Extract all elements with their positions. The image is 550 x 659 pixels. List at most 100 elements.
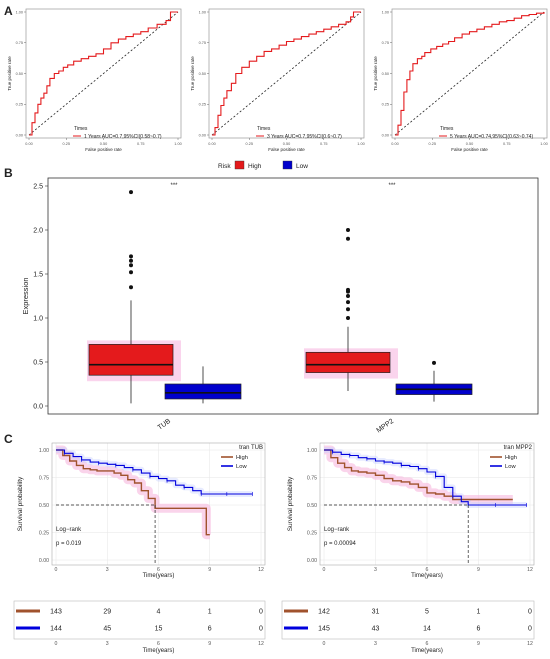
roc-curve: [395, 12, 545, 136]
roc-legend-title: Times: [440, 126, 454, 132]
box-outlier: [129, 285, 133, 290]
km-legend-title: tran TUB: [239, 445, 263, 451]
km-x-tick-label: 3: [106, 567, 109, 573]
roc-xlabel: False positive rate: [451, 147, 488, 152]
roc-y-tick-label: 0.25: [382, 103, 389, 107]
panel-label-a: A: [4, 4, 13, 18]
roc-x-tick-label: 0.75: [137, 142, 144, 146]
risk-x-tick-label: 6: [426, 641, 429, 647]
km-logrank-label: Log−rank: [56, 527, 82, 533]
box-outlier: [346, 236, 350, 241]
km-x-tick-label: 12: [527, 567, 533, 573]
risk-high-count: 4: [157, 609, 161, 616]
box-low: [164, 383, 242, 400]
box-outlier: [346, 228, 350, 232]
box-legend-swatch-low: [282, 160, 293, 170]
km-y-tick-label: 0.25: [307, 531, 317, 537]
km-x-tick-label: 9: [208, 567, 211, 573]
roc-x-tick-label: 0.00: [208, 142, 215, 146]
risk-high-count: 1: [477, 609, 481, 616]
roc-chart-3: 0.00 0.25 0.50 0.75 1.00 0.00 0.25 0.50 0.75 1.00…: [373, 8, 548, 152]
roc-y-tick-label: 0.50: [16, 72, 23, 76]
risk-low-count: 43: [372, 626, 380, 633]
roc-diagonal: [28, 11, 179, 136]
risk-low-count: 6: [208, 626, 212, 633]
km-y-tick-label: 0.00: [307, 558, 317, 564]
km-xlabel: Time(years): [411, 573, 443, 579]
km-panel: 0.00 0.25 0.50 0.75 1.00 0 3 6 9 12 Time(years) Sur…: [13, 442, 535, 654]
box-outlier: [346, 300, 350, 305]
risk-high-count: 142: [318, 609, 330, 616]
roc-x-tick-label: 0.50: [466, 142, 473, 146]
risk-low-count: 6: [477, 626, 481, 633]
panel-label-b: B: [4, 166, 13, 180]
risk-xlabel: Time(years): [143, 648, 175, 654]
box-outlier: [129, 270, 133, 275]
roc-legend-title: Times: [74, 126, 88, 132]
roc-y-tick-label: 0.50: [199, 72, 206, 76]
km-high-ci: [56, 445, 211, 540]
roc-ylabel: True positive rate: [190, 56, 195, 91]
roc-y-tick-label: 0.25: [199, 103, 206, 107]
km-legend-high-label: High: [236, 455, 248, 461]
roc-x-tick-label: 0.25: [246, 142, 253, 146]
risk-x-tick-label: 12: [258, 641, 264, 647]
risk-xlabel: Time(years): [411, 648, 443, 654]
km-x-tick-label: 6: [426, 567, 429, 573]
box-ylabel: Expression: [21, 277, 30, 314]
risk-high-count: 0: [528, 609, 532, 616]
box-outlier: [346, 307, 350, 312]
roc-x-tick-label: 0.50: [100, 142, 107, 146]
roc-chart-1: 0.00 0.25 0.50 0.75 1.00 0.00 0.25 0.50 0.75 1.00…: [7, 8, 182, 152]
roc-x-tick-label: 0.75: [320, 142, 327, 146]
roc-x-tick-label: 0.50: [283, 142, 290, 146]
risk-x-tick-label: 6: [157, 641, 160, 647]
km-y-tick-label: 0.00: [39, 558, 49, 564]
km-high-curve: [324, 449, 513, 501]
roc-y-tick-label: 0.00: [16, 133, 23, 137]
risk-x-tick-label: 9: [208, 641, 211, 647]
box-legend-label: High: [248, 163, 262, 170]
km-chart-2: 0.00 0.25 0.50 0.75 1.00 0 3 6 9 12 Time(years) Sur…: [281, 442, 535, 654]
risk-high-count: 0: [259, 609, 263, 616]
km-y-tick-label: 0.75: [39, 476, 49, 482]
km-y-tick-label: 1.00: [39, 448, 49, 454]
risk-x-tick-label: 3: [374, 641, 377, 647]
risk-high-count: 5: [425, 609, 429, 616]
roc-legend-title: Times: [257, 126, 271, 132]
box-significance: ***: [170, 183, 178, 189]
box-significance: ***: [388, 183, 396, 189]
km-x-tick-label: 9: [477, 567, 480, 573]
km-x-tick-label: 0: [323, 567, 326, 573]
risk-high-count: 29: [103, 609, 111, 616]
km-chart-1: 0.00 0.25 0.50 0.75 1.00 0 3 6 9 12 Time(years) Sur…: [13, 442, 266, 654]
km-ylabel: Survival probability: [17, 476, 24, 531]
roc-x-tick-label: 0.00: [25, 142, 32, 146]
km-pvalue: p = 0.00094: [324, 541, 357, 547]
box-outlier: [129, 190, 133, 195]
km-y-tick-label: 0.75: [307, 476, 317, 482]
roc-legend-label: 1 Years AUC=0.7,95%CI(0.58~0.7): [84, 134, 162, 140]
risk-high-count: 1: [208, 609, 212, 616]
km-x-tick-label: 3: [374, 567, 377, 573]
box-outlier: [346, 316, 350, 320]
km-x-tick-label: 0: [55, 567, 58, 573]
box-y-tick-label: 2.5: [33, 184, 43, 191]
roc-curve: [29, 11, 178, 136]
roc-xlabel: False positive rate: [268, 147, 305, 152]
box-legend-label: Low: [296, 163, 308, 170]
box-outlier: [346, 287, 350, 292]
box-outlier: [346, 294, 350, 298]
km-x-tick-label: 12: [258, 567, 264, 573]
km-xlabel: Time(years): [143, 573, 175, 579]
roc-xlabel: False positive rate: [85, 147, 122, 152]
panel-label-c: C: [4, 432, 13, 446]
km-x-tick-label: 6: [157, 567, 160, 573]
risk-table-frame: [13, 600, 266, 640]
roc-x-tick-label: 1.00: [357, 142, 364, 146]
km-y-tick-label: 0.50: [39, 503, 49, 509]
roc-ylabel: True positive rate: [373, 56, 378, 91]
box-group-tub: *** TUB: [87, 183, 242, 432]
km-frame: [51, 442, 266, 566]
risk-low-count: 15: [155, 626, 163, 633]
